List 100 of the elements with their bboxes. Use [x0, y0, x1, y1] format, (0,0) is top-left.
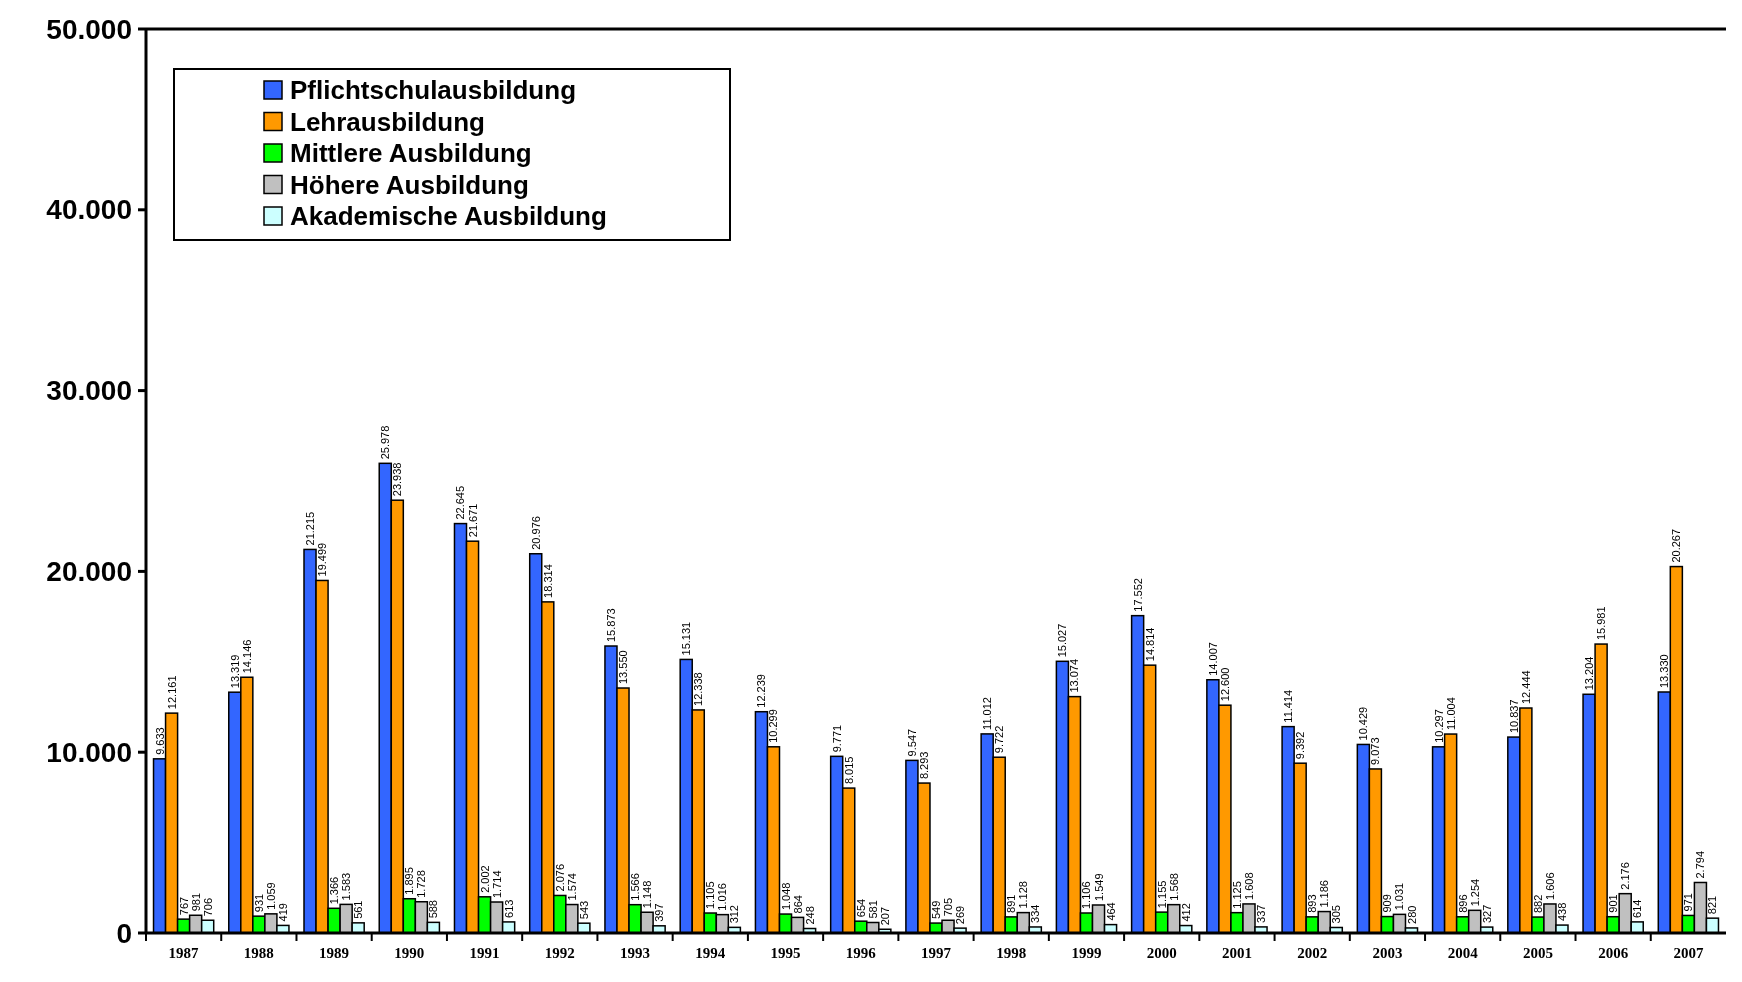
data-label: 614: [1631, 899, 1644, 918]
data-label: 12.444: [1519, 670, 1532, 705]
x-tick-label: 1989: [319, 945, 350, 961]
x-tick-label: 2003: [1372, 945, 1403, 961]
data-label: 1.105: [704, 881, 717, 910]
data-label: 1.148: [641, 880, 654, 909]
data-label: 397: [653, 903, 666, 922]
data-label: 613: [502, 899, 515, 918]
data-label: 17.552: [1131, 578, 1144, 612]
legend-label: Akademische Ausbildung: [290, 201, 607, 231]
data-label: 464: [1104, 902, 1117, 921]
data-label: 1.583: [340, 872, 353, 901]
data-label: 10.837: [1507, 699, 1520, 734]
data-label: 9.633: [153, 727, 166, 755]
data-label: 1.031: [1393, 882, 1406, 911]
data-label: 1.254: [1468, 878, 1481, 907]
data-label: 21.215: [304, 511, 317, 546]
data-label: 23.938: [391, 462, 404, 497]
x-tick-label: 1991: [469, 945, 500, 961]
data-label: 1.606: [1543, 872, 1556, 900]
x-tick-label: 1996: [845, 945, 877, 961]
data-label: 269: [954, 905, 967, 925]
legend-label: Pflichtschulausbildung: [290, 75, 577, 105]
data-label: 543: [577, 900, 590, 920]
data-label: 9.073: [1369, 737, 1382, 765]
data-label: 1.574: [565, 873, 578, 901]
data-label: 11.414: [1282, 689, 1295, 723]
data-label: 248: [803, 906, 816, 925]
data-label: 19.499: [316, 542, 329, 577]
x-tick-label: 2006: [1598, 945, 1629, 961]
data-label: 891: [1005, 894, 1018, 913]
data-label: 21.671: [466, 503, 479, 538]
data-label: 1.016: [716, 883, 729, 911]
data-label: 1.125: [1230, 881, 1243, 909]
data-label: 981: [189, 892, 202, 912]
data-label: 13.319: [228, 654, 241, 689]
data-label: 588: [427, 900, 440, 919]
data-label: 549: [930, 900, 942, 920]
y-tick-label: 0: [116, 917, 132, 949]
y-tick-label: 50.000: [46, 13, 132, 45]
x-tick-label: 1992: [544, 945, 575, 961]
data-label: 1.728: [415, 870, 428, 898]
data-label: 1.186: [1318, 880, 1331, 908]
data-label: 561: [352, 900, 365, 919]
data-label: 337: [1255, 904, 1268, 923]
data-label: 2.002: [478, 865, 491, 893]
data-label: 10.299: [767, 709, 780, 743]
x-tick-label: 1999: [1071, 945, 1102, 961]
data-label: 1.128: [1017, 881, 1030, 909]
data-label: 15.873: [604, 608, 617, 643]
data-label: 9.722: [993, 725, 1006, 754]
data-label: 1.366: [328, 876, 341, 905]
y-tick-label: 40.000: [46, 194, 132, 226]
data-label: 1.714: [490, 870, 503, 899]
data-label: 20.267: [1670, 528, 1683, 563]
data-label: 2.794: [1694, 850, 1707, 879]
legend-label: Mittlere Ausbildung: [290, 138, 532, 168]
data-label: 11.004: [1444, 697, 1457, 731]
x-tick-label: 2002: [1297, 945, 1328, 961]
data-label: 1.895: [403, 867, 416, 895]
data-label: 14.814: [1143, 627, 1156, 662]
data-label: 10.297: [1432, 709, 1445, 743]
data-label: 931: [252, 893, 265, 913]
data-label: 13.074: [1068, 658, 1081, 693]
data-label: 2.076: [553, 863, 566, 892]
data-label: 14.146: [240, 639, 253, 674]
data-label: 438: [1555, 902, 1568, 922]
data-label: 1.549: [1092, 873, 1105, 901]
data-label: 1.059: [264, 882, 277, 910]
data-label: 327: [1480, 904, 1493, 924]
data-label: 20.976: [529, 516, 542, 550]
data-label: 654: [854, 898, 867, 918]
x-tick-label: 1997: [921, 945, 952, 961]
legend-label: Lehrausbildung: [290, 106, 485, 137]
y-tick-label: 30.000: [46, 375, 132, 407]
data-label: 15.131: [680, 621, 693, 656]
data-label: 705: [942, 897, 955, 917]
data-label: 280: [1405, 905, 1418, 924]
x-tick-label: 2007: [1673, 945, 1704, 961]
data-label: 13.550: [617, 650, 630, 685]
x-tick-label: 1988: [243, 945, 274, 961]
x-tick-label: 1994: [695, 945, 726, 961]
data-label: 8.293: [917, 751, 930, 780]
data-label: 9.547: [905, 728, 918, 757]
x-tick-label: 2005: [1522, 945, 1553, 961]
data-label: 419: [276, 903, 289, 922]
data-label: 12.161: [165, 675, 178, 710]
data-label: 18.314: [541, 564, 554, 598]
data-label: 12.338: [692, 672, 705, 706]
data-label: 13.204: [1583, 656, 1596, 691]
x-tick-label: 1993: [620, 945, 651, 961]
data-label: 14.007: [1206, 642, 1219, 676]
data-label: 909: [1381, 894, 1394, 913]
data-label: 9.771: [830, 724, 843, 753]
data-label: 971: [1682, 893, 1695, 912]
data-label: 1.155: [1155, 880, 1168, 909]
x-tick-label: 1998: [996, 945, 1027, 961]
data-label: 305: [1330, 905, 1343, 924]
data-label: 581: [866, 900, 879, 919]
data-label: 10.429: [1357, 706, 1370, 741]
